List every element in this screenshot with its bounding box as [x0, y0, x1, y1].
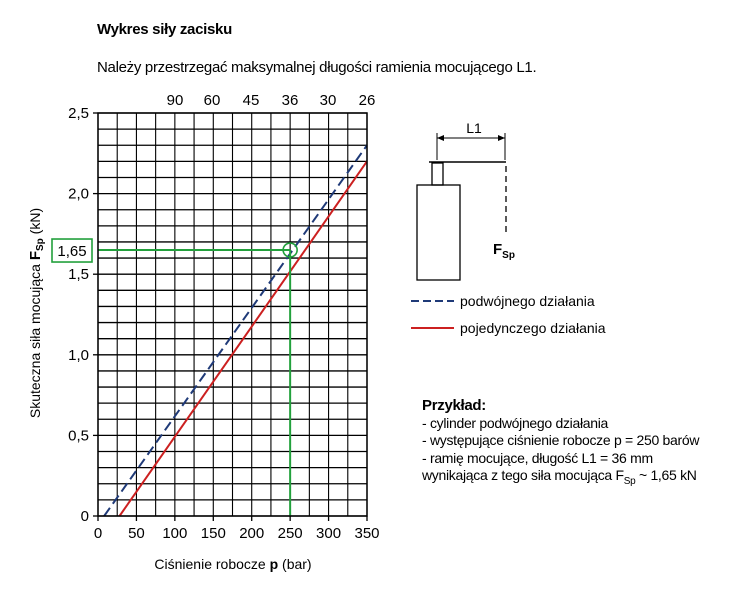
legend-label-double: podwójnego działania	[460, 293, 595, 309]
x-tick-label: 300	[316, 525, 341, 542]
x-tick-label: 50	[128, 525, 145, 542]
cylinder-body	[416, 184, 461, 281]
series-lines	[103, 144, 368, 517]
example-heading: Przykład:	[422, 397, 486, 414]
force-label: FSp	[493, 241, 515, 261]
top-axis-label: 90	[167, 92, 184, 109]
x-tick-label: 200	[239, 525, 264, 542]
x-tick-label: 150	[201, 525, 226, 542]
plot-frame	[97, 112, 368, 517]
grid	[97, 112, 368, 517]
y-axis-label: Skuteczna siła mocująca FSp (kN)	[27, 208, 46, 418]
chart-note: Należy przestrzegać maksymalnej długości…	[97, 59, 537, 76]
example-line-3: - ramię mocujące, długość L1 = 36 mm	[422, 449, 653, 466]
top-axis-label: 36	[282, 92, 299, 109]
x-tick-label: 100	[162, 525, 187, 542]
example-box: Przykład: - cylinder podwójnego działani…	[422, 397, 699, 490]
x-axis-label: Ciśnienie robocze p (bar)	[154, 556, 311, 572]
example-line-2: - występujące ciśnienie robocze p = 250 …	[422, 432, 700, 448]
dim-arrow-left	[437, 135, 444, 141]
example-line-4: wynikająca z tego siła mocująca FSp ~ 1,…	[422, 467, 697, 487]
legend-label-single: pojedynczego działania	[460, 320, 606, 336]
annotation-value-label: 1,65	[57, 243, 86, 260]
dimension-label-l1: L1	[466, 120, 482, 136]
top-axis-label: 30	[320, 92, 337, 109]
series-line-single	[118, 160, 368, 517]
y-tick-label: 2,0	[68, 186, 89, 203]
y-tick-label: 2,5	[68, 105, 89, 122]
legend: podwójnego działania pojedynczego działa…	[411, 293, 606, 336]
x-tick-label: 350	[354, 525, 379, 542]
annotation: 1,65	[51, 238, 298, 516]
annotation-value-box	[51, 238, 93, 263]
y-tick-label: 0	[81, 508, 89, 525]
example-line-1: - cylinder podwójnego działania	[422, 414, 609, 431]
y-tick-label: 0,5	[68, 427, 89, 444]
series-line-double	[103, 144, 368, 517]
y-tick-label: 1,0	[68, 347, 89, 364]
cylinder-piston	[431, 162, 444, 186]
x-tick-label: 0	[94, 525, 102, 542]
y-tick-label: 1,5	[68, 266, 89, 283]
dim-arrow-right	[498, 135, 505, 141]
top-axis-label: 26	[359, 92, 376, 109]
cylinder-diagram	[416, 133, 507, 281]
chart-title: Wykres siły zacisku	[97, 21, 232, 38]
annotation-circle	[282, 242, 298, 258]
top-axis-label: 45	[243, 92, 260, 109]
tick-labels: 0 50 100 150 200 250 300 350 0 0,5 1,0 1,5 2,0 2,5 90 6…	[68, 92, 379, 542]
top-axis-label: 60	[204, 92, 221, 109]
x-tick-label: 250	[278, 525, 303, 542]
axes	[93, 112, 368, 521]
